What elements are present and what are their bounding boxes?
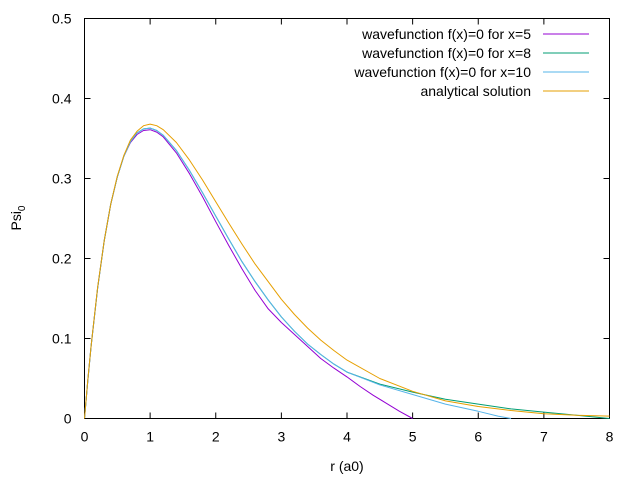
series-line-1 [84, 129, 413, 419]
y-tick-label: 0.3 [52, 171, 72, 187]
y-tick-label: 0.5 [52, 11, 72, 27]
y-tick-label: 0.4 [52, 91, 72, 107]
x-tick-label: 7 [540, 429, 548, 445]
legend: wavefunction f(x)=0 for x=5 wavefunction … [353, 26, 589, 99]
x-tick-label: 2 [212, 429, 220, 445]
series-line-2 [84, 127, 610, 419]
x-tick-label: 0 [81, 429, 89, 445]
x-tick-label: 1 [146, 429, 154, 445]
y-tick-label: 0 [64, 411, 72, 427]
y-tick-label: 0.1 [52, 331, 72, 347]
x-tick-label: 6 [474, 429, 482, 445]
x-axis-label: r (a0) [330, 458, 363, 474]
legend-label-4: analytical solution [420, 83, 531, 99]
y-tick-label: 0.2 [52, 251, 72, 267]
series-line-4 [84, 123, 610, 419]
y-axis-label-subscript: 0 [17, 205, 28, 211]
legend-label-2: wavefunction f(x)=0 for x=8 [361, 45, 531, 61]
y-axis-label: Psi0 [8, 205, 28, 230]
series-line-3 [84, 127, 512, 419]
axis-ticks [84, 18, 610, 419]
y-axis-label-main: Psi [8, 211, 24, 230]
y-tick-labels: 0 0.1 0.2 0.3 0.4 0.5 [52, 11, 72, 427]
series-lines [84, 123, 610, 419]
x-tick-label: 8 [606, 429, 614, 445]
x-tick-label: 3 [277, 429, 285, 445]
x-tick-labels: 0 1 2 3 4 5 6 7 8 [81, 429, 614, 445]
x-tick-label: 5 [409, 429, 417, 445]
legend-label-3: wavefunction f(x)=0 for x=10 [353, 64, 531, 80]
legend-label-1: wavefunction f(x)=0 for x=5 [361, 26, 531, 42]
x-tick-label: 4 [343, 429, 351, 445]
